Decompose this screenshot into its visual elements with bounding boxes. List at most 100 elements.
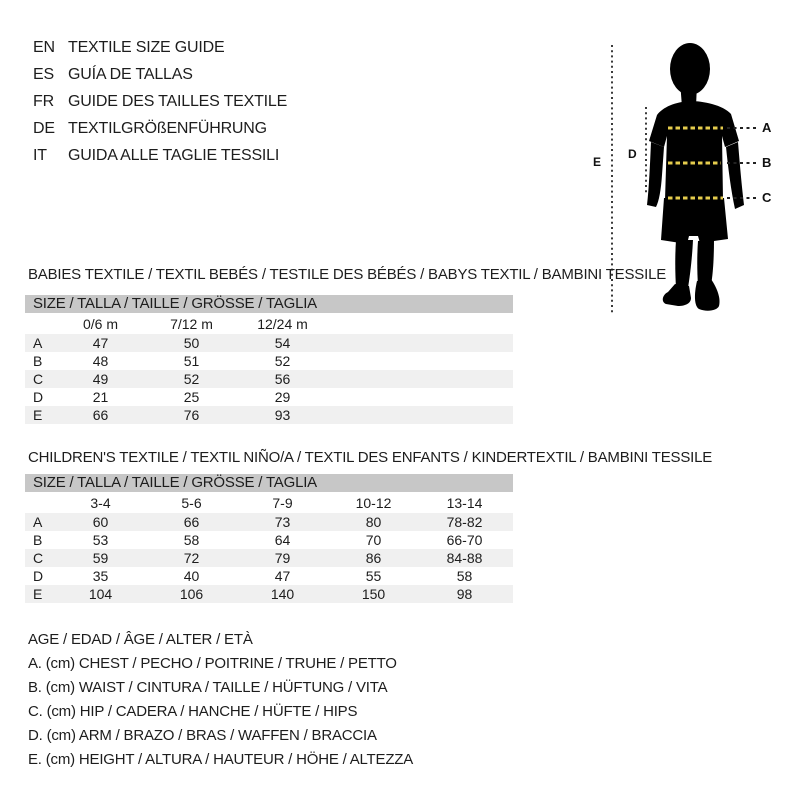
cell: 59 — [92, 550, 109, 566]
cell: 47 — [92, 335, 109, 351]
table-row: C 49 52 56 — [25, 370, 513, 388]
cell: 52 — [183, 371, 200, 387]
cell: 47 — [274, 568, 291, 584]
row-label: B — [33, 353, 43, 369]
cell: 56 — [274, 371, 291, 387]
language-label: TEXTILE SIZE GUIDE — [68, 39, 225, 57]
children-size-table: SIZE / TALLA / TAILLE / GRÖSSE / TAGLIA … — [25, 474, 513, 603]
cell: 66 — [183, 514, 200, 530]
row-label: A — [33, 514, 43, 530]
column-header: 12/24 m — [257, 315, 308, 332]
cell: 86 — [365, 550, 382, 566]
language-row-de: DE TEXTILGRÖßENFÜHRUNG — [33, 115, 287, 142]
row-label: C — [33, 371, 44, 387]
cell: 93 — [274, 407, 291, 423]
cell: 48 — [92, 353, 109, 369]
language-code: ES — [33, 66, 54, 84]
marker-label-a: A — [762, 120, 772, 135]
row-label: D — [33, 389, 44, 405]
cell: 104 — [88, 586, 113, 602]
language-label: GUIDA ALLE TAGLIE TESSILI — [68, 146, 280, 164]
legend-line-hip: C. (cm) HIP / CADERA / HANCHE / HÜFTE / … — [28, 703, 358, 720]
language-label: TEXTILGRÖßENFÜHRUNG — [68, 119, 267, 137]
babies-section-title: BABIES TEXTILE / TEXTIL BEBÉS / TESTILE … — [28, 266, 667, 283]
cell: 150 — [361, 586, 386, 602]
child-silhouette-diagram — [611, 43, 757, 315]
children-column-header-row: 3-4 5-6 7-9 10-12 13-14 — [25, 492, 513, 513]
cell: 52 — [274, 353, 291, 369]
cell: 66-70 — [446, 532, 483, 548]
language-code: DE — [33, 119, 55, 137]
marker-label-b: B — [762, 155, 772, 170]
cell: 35 — [92, 568, 109, 584]
column-header: 0/6 m — [82, 315, 118, 332]
row-label: B — [33, 532, 43, 548]
measurement-legend: AGE / EDAD / ÂGE / ALTER / ETÀ A. (cm) C… — [28, 628, 413, 772]
babies-column-header-row: 0/6 m 7/12 m 12/24 m — [25, 313, 513, 334]
language-code: IT — [33, 146, 47, 164]
cell: 70 — [365, 532, 382, 548]
language-list: EN TEXTILE SIZE GUIDE ES GUÍA DE TALLAS … — [33, 35, 287, 169]
row-label: E — [33, 407, 43, 423]
children-section-title: CHILDREN'S TEXTILE / TEXTIL NIÑO/A / TEX… — [28, 449, 713, 466]
column-header: 3-4 — [90, 494, 111, 511]
cell: 66 — [92, 407, 109, 423]
cell: 72 — [183, 550, 200, 566]
legend-line-age: AGE / EDAD / ÂGE / ALTER / ETÀ — [28, 631, 253, 648]
cell: 53 — [92, 532, 109, 548]
cell: 79 — [274, 550, 291, 566]
language-row-fr: FR GUIDE DES TAILLES TEXTILE — [33, 89, 287, 116]
child-silhouette — [647, 43, 744, 311]
table-row: D 35 40 47 55 58 — [25, 567, 513, 585]
legend-line-arm: D. (cm) ARM / BRAZO / BRAS / WAFFEN / BR… — [28, 727, 377, 744]
column-header: 10-12 — [355, 494, 392, 511]
column-header: 13-14 — [446, 494, 483, 511]
cell: 50 — [183, 335, 200, 351]
table-row: E 104 106 140 150 98 — [25, 585, 513, 603]
children-size-header: SIZE / TALLA / TAILLE / GRÖSSE / TAGLIA — [25, 474, 513, 492]
cell: 60 — [92, 514, 109, 530]
cell: 51 — [183, 353, 200, 369]
cell: 80 — [365, 514, 382, 530]
language-label: GUÍA DE TALLAS — [68, 66, 193, 84]
marker-label-e: E — [593, 155, 602, 169]
babies-size-table: SIZE / TALLA / TAILLE / GRÖSSE / TAGLIA … — [25, 295, 513, 424]
measurement-figure: E D A B C — [590, 25, 800, 320]
cell: 73 — [274, 514, 291, 530]
cell: 78-82 — [446, 514, 483, 530]
cell: 55 — [365, 568, 382, 584]
legend-line-chest: A. (cm) CHEST / PECHO / POITRINE / TRUHE… — [28, 655, 397, 672]
cell: 49 — [92, 371, 109, 387]
cell: 64 — [274, 532, 291, 548]
language-code: EN — [33, 39, 55, 57]
cell: 21 — [92, 389, 109, 405]
table-row: D 21 25 29 — [25, 388, 513, 406]
cell: 84-88 — [446, 550, 483, 566]
table-row: A 60 66 73 80 78-82 — [25, 513, 513, 531]
row-label: A — [33, 335, 43, 351]
table-row: B 53 58 64 70 66-70 — [25, 531, 513, 549]
language-code: FR — [33, 92, 54, 110]
marker-label-c: C — [762, 190, 772, 205]
column-header: 5-6 — [181, 494, 202, 511]
cell: 98 — [456, 586, 473, 602]
cell: 54 — [274, 335, 291, 351]
legend-line-height: E. (cm) HEIGHT / ALTURA / HAUTEUR / HÖHE… — [28, 751, 414, 768]
row-label: C — [33, 550, 44, 566]
language-label: GUIDE DES TAILLES TEXTILE — [68, 92, 288, 110]
cell: 106 — [179, 586, 204, 602]
language-row-en: EN TEXTILE SIZE GUIDE — [33, 35, 287, 62]
cell: 58 — [183, 532, 200, 548]
table-row: E 66 76 93 — [25, 406, 513, 424]
row-label: E — [33, 586, 43, 602]
language-row-it: IT GUIDA ALLE TAGLIE TESSILI — [33, 142, 287, 169]
babies-size-header: SIZE / TALLA / TAILLE / GRÖSSE / TAGLIA — [25, 295, 513, 313]
cell: 140 — [270, 586, 295, 602]
cell: 29 — [274, 389, 291, 405]
cell: 58 — [456, 568, 473, 584]
cell: 76 — [183, 407, 200, 423]
language-row-es: ES GUÍA DE TALLAS — [33, 62, 287, 89]
cell: 25 — [183, 389, 200, 405]
cell: 40 — [183, 568, 200, 584]
